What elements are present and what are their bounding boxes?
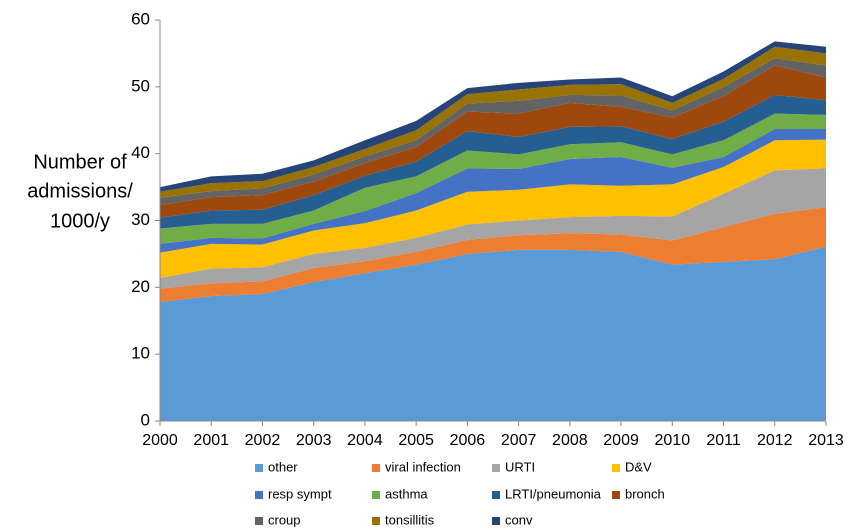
area [160,58,826,206]
legend-label: tonsillitis [385,512,435,527]
y-axis-label: Number of [33,151,127,173]
x-tick-label: 2002 [245,432,281,449]
area [160,128,826,253]
area [160,207,826,303]
legend-swatch [492,464,500,472]
x-tick-label: 2009 [603,432,639,449]
legend-swatch [492,491,500,499]
y-tick-label: 20 [131,277,150,296]
x-tick-label: 2013 [808,432,844,449]
area [160,168,826,289]
x-tick-label: 2001 [193,432,229,449]
legend-swatch [372,464,380,472]
legend-swatch [255,491,263,499]
x-tick-label: 2003 [296,432,332,449]
legend-label: conv [505,512,533,527]
legend-swatch [612,491,620,499]
x-tick-label: 2011 [706,432,741,449]
legend-swatch [255,517,263,525]
x-tick-label: 2000 [142,432,178,449]
x-tick-label: 2007 [501,432,537,449]
legend-swatch [612,464,620,472]
legend-label: viral infection [385,459,461,474]
legend-label: bronch [625,486,665,501]
legend-label: LRTI/pneumonia [505,486,602,501]
legend-swatch [255,464,263,472]
area [160,113,826,244]
legend-label: D&V [625,459,652,474]
y-tick-label: 60 [131,9,150,28]
y-tick-label: 0 [141,410,150,429]
area [160,94,826,229]
y-tick-label: 50 [131,76,150,95]
x-tick-label: 2012 [757,432,793,449]
legend-label: URTI [505,459,535,474]
y-axis-label: admissions/ [27,180,133,202]
x-tick-label: 2010 [655,432,691,449]
legend-swatch [492,517,500,525]
legend-swatch [372,491,380,499]
x-tick-label: 2006 [450,432,486,449]
legend-label: asthma [385,486,428,501]
legend-label: other [268,459,298,474]
y-tick-label: 30 [131,210,150,229]
legend-label: resp sympt [268,486,332,501]
x-tick-label: 2005 [398,432,434,449]
legend-label: croup [268,512,301,527]
x-tick-label: 2008 [552,432,588,449]
legend-swatch [372,517,380,525]
area [160,246,826,421]
area [160,139,826,278]
area [160,46,826,198]
x-tick-label: 2004 [347,432,383,449]
y-tick-label: 40 [131,143,150,162]
y-axis-label: 1000/y [50,210,110,232]
area [160,65,826,218]
y-tick-label: 10 [131,344,150,363]
area [160,41,826,192]
